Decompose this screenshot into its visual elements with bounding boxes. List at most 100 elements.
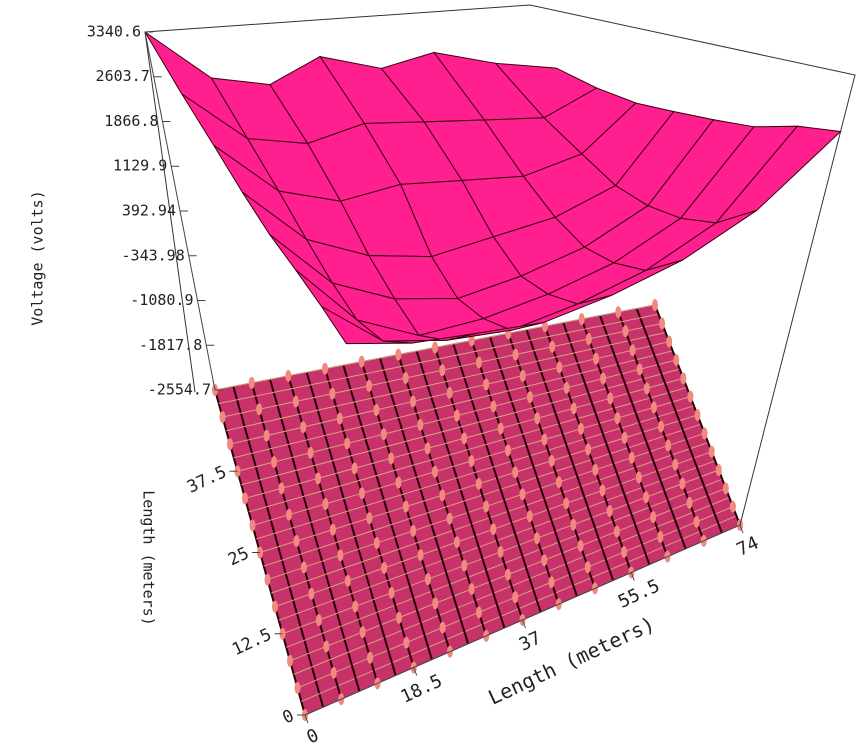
floor-dot — [504, 568, 511, 581]
floor-dot — [708, 445, 715, 458]
floor-dot — [285, 369, 292, 382]
floor-dot — [380, 428, 387, 441]
floor-dot — [300, 561, 307, 574]
floor-dot — [453, 409, 460, 422]
floor-dot — [315, 472, 322, 485]
floor-dot — [417, 549, 424, 561]
floor-dot — [367, 651, 374, 664]
floor-dot — [388, 452, 395, 465]
floor-dot — [657, 530, 664, 543]
floor-dot — [439, 621, 446, 634]
floor-dot — [388, 586, 395, 599]
floor-dot — [629, 344, 636, 357]
floor-dot — [534, 412, 541, 425]
floor-mesh — [218, 313, 659, 405]
floor-dot — [475, 477, 482, 490]
floor-dot — [606, 504, 613, 517]
floor-dot — [483, 500, 490, 513]
floor-dot — [483, 378, 490, 391]
floor-dot — [446, 512, 453, 525]
floor-dot — [512, 466, 519, 479]
floor-dot — [271, 455, 278, 468]
floor-dot — [322, 362, 328, 375]
floor-dot — [337, 549, 344, 562]
floor-dot — [541, 554, 548, 567]
floor-dot — [308, 587, 315, 600]
floor-dot — [658, 420, 665, 433]
x-tick-label: 37 — [516, 627, 545, 655]
floor-dot — [549, 340, 556, 353]
floor-dot — [578, 313, 585, 326]
floor-dot — [512, 591, 519, 604]
floor-dot — [322, 497, 329, 510]
floor-dot — [563, 381, 570, 394]
floor-dot — [352, 600, 359, 613]
floor-dot — [497, 422, 504, 435]
floor-dot — [256, 403, 263, 416]
x-tick — [739, 524, 744, 534]
floor-dot — [635, 471, 642, 484]
floor-dot — [519, 488, 526, 501]
floor-dot — [694, 409, 701, 421]
floor-dot — [294, 681, 301, 694]
floor-dot — [395, 348, 402, 361]
floor-dot — [272, 600, 278, 613]
floor-dot — [373, 404, 380, 416]
floor-dot — [432, 341, 438, 354]
floor-dot — [577, 422, 584, 435]
x-tick-label: 74 — [734, 532, 763, 560]
floor-dot — [417, 418, 424, 431]
floor-dot — [673, 354, 680, 366]
floor-dot — [622, 325, 629, 338]
floor-dot — [403, 636, 410, 649]
floor-dot — [615, 306, 622, 319]
box-edge — [144, 4, 856, 526]
floor-dot — [475, 606, 482, 619]
floor-dot — [300, 421, 307, 434]
floor-dot — [468, 582, 475, 595]
floor-dot — [248, 376, 255, 389]
floor-dot — [577, 539, 584, 552]
floor-dot — [344, 437, 351, 450]
floor-dot — [527, 391, 533, 404]
floor-dot — [439, 364, 446, 377]
z-tick-label: 1866.8 — [104, 112, 158, 130]
floor-dot — [519, 369, 526, 382]
floor — [212, 299, 743, 721]
bounding-box — [144, 4, 856, 526]
floor-dot — [628, 451, 635, 464]
floor-dot — [541, 433, 548, 446]
x-tick-label: 0 — [303, 725, 322, 749]
floor-dot — [652, 299, 658, 311]
floor-dot — [453, 536, 460, 549]
floor-mesh — [226, 332, 666, 432]
floor-dot — [287, 654, 293, 667]
floor-dot — [468, 455, 475, 468]
floor-dot — [679, 477, 686, 490]
floor-dot — [512, 348, 519, 361]
floor-dot — [344, 574, 351, 587]
floor-dot — [461, 432, 468, 445]
floor-dot — [659, 317, 666, 330]
z-tick-label: 1129.9 — [113, 157, 167, 175]
floor-dot — [548, 576, 555, 589]
floor-dot — [643, 382, 650, 395]
z-axis-title: Voltage (volts) — [29, 190, 47, 325]
x-tick — [630, 572, 635, 581]
floor-dot — [665, 439, 672, 452]
floor-dot — [446, 386, 453, 399]
z-tick-label: 2603.7 — [96, 67, 150, 85]
floor-mesh — [635, 308, 723, 534]
y-tick-label: 0 — [279, 706, 297, 728]
floor-mesh — [599, 315, 687, 550]
floor-dot — [424, 573, 431, 586]
floor-dot — [432, 597, 439, 610]
floor-dot — [497, 545, 504, 558]
floor-dot — [687, 390, 694, 403]
z-tick-label: -1080.9 — [130, 291, 193, 309]
x-tick — [304, 714, 309, 724]
z-axis — [144, 31, 216, 391]
floor-dot — [323, 640, 330, 653]
floor-dot — [329, 523, 336, 536]
z-tick-label: -343.98 — [122, 246, 185, 264]
